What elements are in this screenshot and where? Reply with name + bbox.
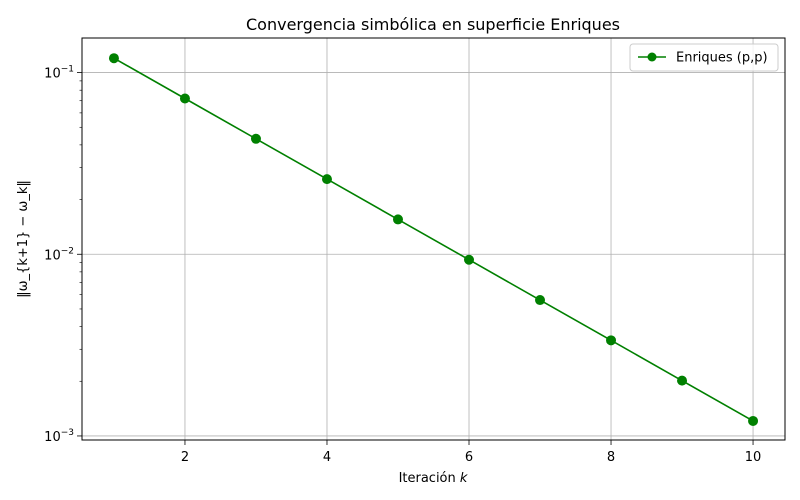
x-tick-label: 4	[323, 450, 331, 465]
data-point-marker	[748, 415, 759, 426]
legend-box	[629, 43, 779, 72]
chart-title: Convergencia simbólica en superficie Enr…	[246, 15, 620, 34]
y-tick-label-exponent: −1	[61, 65, 74, 75]
y-tick-label-exponent: −3	[61, 428, 74, 438]
x-tick-label: 2	[181, 450, 189, 465]
plot-frame	[81, 37, 786, 441]
legend-label: Enriques (p,p)	[676, 51, 768, 66]
data-point-marker	[392, 214, 403, 225]
y-tick-label-base: 10	[44, 430, 61, 445]
x-axis-label-variable: k	[460, 471, 468, 486]
y-tick-label: 10−1	[44, 65, 74, 82]
x-tick-label: 6	[465, 450, 473, 465]
data-point-marker	[250, 133, 261, 144]
series-line	[113, 57, 754, 422]
y-tick-label-exponent: −2	[61, 246, 74, 256]
data-point-marker	[606, 335, 617, 346]
y-axis-label-text: ‖ω_{k+1} − ω_k‖	[16, 180, 31, 298]
y-tick-label: 10−2	[44, 246, 74, 263]
x-axis-ticks: 2 4 6 8 10	[181, 440, 761, 465]
legend-marker-sample	[647, 52, 657, 62]
series-group	[108, 53, 759, 426]
data-point-marker	[464, 254, 475, 265]
y-tick-label: 10−3	[44, 428, 74, 445]
y-tick-label-base: 10	[44, 67, 61, 82]
x-axis-label: Iteración k	[399, 471, 468, 486]
x-tick-label: 10	[745, 450, 762, 465]
x-tick-label: 8	[607, 450, 615, 465]
data-point-marker	[108, 53, 119, 64]
data-point-marker	[535, 295, 546, 306]
y-axis-ticks: 10−310−210−1	[44, 65, 82, 445]
y-axis-label: ‖ω_{k+1} − ω_k‖	[16, 180, 31, 298]
data-point-marker	[179, 93, 190, 104]
data-point-marker	[321, 174, 332, 185]
y-tick-label-base: 10	[44, 248, 61, 263]
grid-lines	[82, 38, 785, 440]
legend: Enriques (p,p)	[629, 43, 779, 72]
data-point-marker	[677, 375, 688, 386]
x-axis-label-text: Iteración	[399, 471, 460, 486]
